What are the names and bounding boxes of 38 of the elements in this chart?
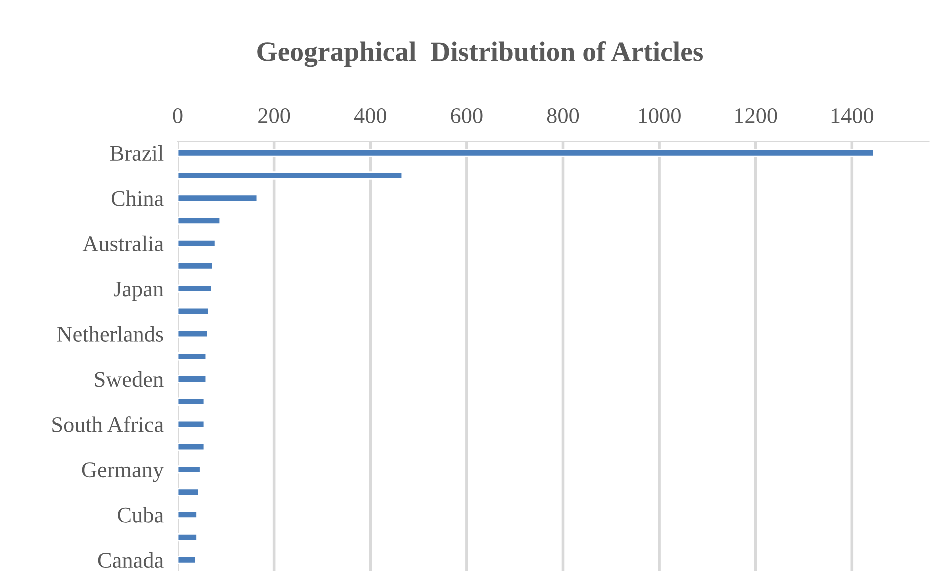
- y-tick-label: Brazil: [110, 145, 164, 162]
- y-tick-label: South Africa: [52, 416, 164, 432]
- x-tick-label: 1000: [639, 108, 681, 124]
- x-tick-label: 0: [173, 108, 183, 124]
- x-tick-label: 200: [258, 108, 290, 124]
- bar: [178, 330, 209, 338]
- x-tick-label: 600: [451, 108, 483, 124]
- bar: [178, 194, 258, 202]
- bar: [178, 442, 206, 452]
- bar: [178, 510, 198, 519]
- bar: [178, 149, 875, 158]
- y-tick-label: Sweden: [95, 372, 164, 388]
- bar: [178, 533, 198, 542]
- bar: [178, 262, 214, 270]
- bar: [178, 307, 210, 316]
- bar: [178, 398, 206, 406]
- bar: [178, 375, 208, 384]
- x-tick-label: 1400: [832, 108, 874, 124]
- y-tick-label: Japan: [114, 282, 164, 302]
- y-tick-label: Germany: [82, 462, 164, 482]
- x-tick-label: 400: [354, 108, 386, 124]
- bar: [178, 556, 197, 564]
- chart-title: Geographical Distribution of Articles: [258, 41, 704, 68]
- y-tick-label: Cuba: [118, 507, 164, 523]
- y-tick-label: Netherlands: [57, 326, 164, 342]
- bar: [178, 284, 213, 293]
- y-tick-label: China: [112, 190, 164, 206]
- y-tick-label: Canada: [98, 552, 164, 568]
- bar: [178, 466, 202, 474]
- bar: [178, 172, 404, 180]
- x-tick-label: 1200: [736, 108, 778, 124]
- bar: [178, 240, 216, 248]
- x-tick-label: 800: [547, 108, 580, 124]
- bar: [178, 216, 222, 226]
- y-tick-label: Australia: [82, 236, 164, 252]
- bar: [178, 488, 200, 496]
- bar: [178, 352, 208, 361]
- bar: [178, 420, 206, 429]
